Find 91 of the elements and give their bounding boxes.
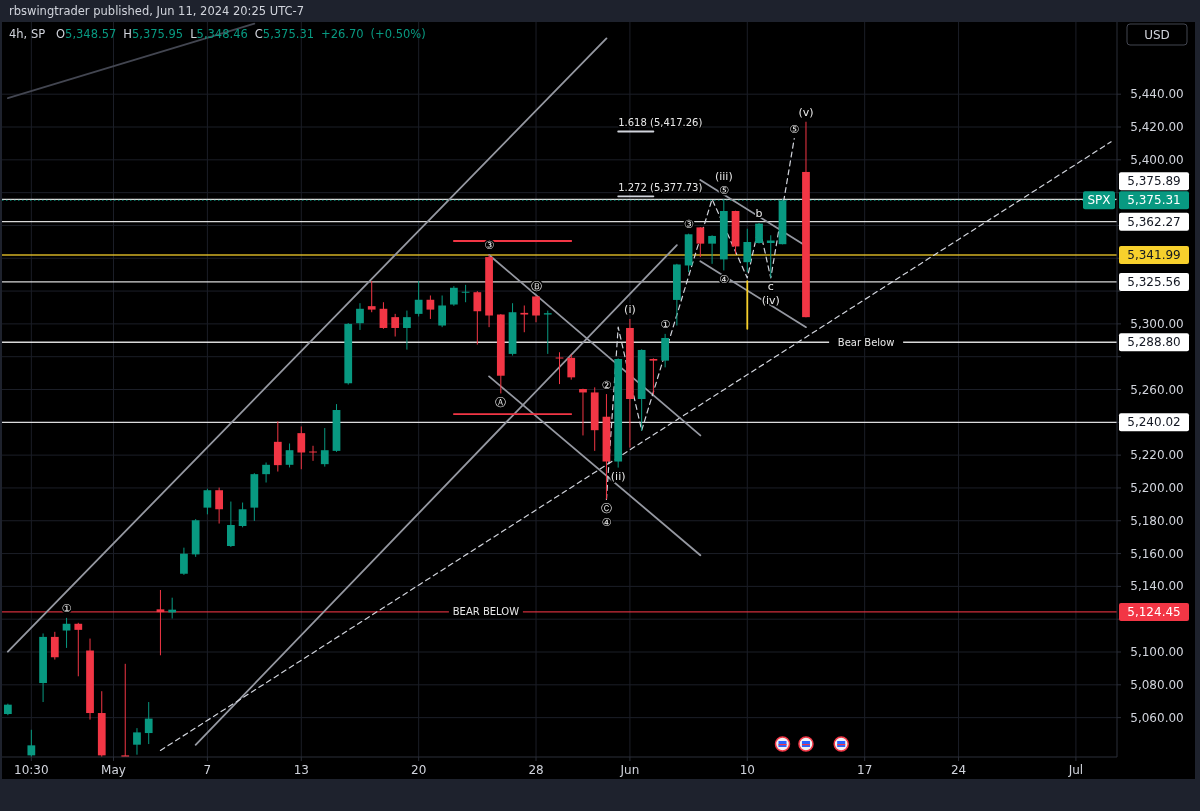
ref-line-label: 5,288.80: [1127, 335, 1181, 350]
candlestick: [74, 622, 83, 677]
y-tick-label: 5,200.00: [1130, 480, 1184, 495]
candlestick: [367, 280, 376, 313]
candlestick: [144, 701, 153, 745]
candlestick: [450, 285, 458, 307]
candlestick: [543, 310, 552, 355]
candlestick: [297, 425, 306, 470]
ref-line-label: 5,375.89: [1127, 174, 1181, 189]
y-tick-label: 5,260.00: [1130, 382, 1184, 397]
annotation: (i): [624, 303, 636, 317]
candlestick: [238, 502, 247, 528]
annotation: Ⓑ: [530, 280, 542, 294]
candlestick: [696, 226, 705, 258]
candlestick: [426, 294, 435, 320]
x-tick-label: May: [101, 763, 126, 777]
y-tick-label: 5,160.00: [1130, 546, 1184, 561]
candlestick: [391, 313, 400, 338]
ref-line-label: 5,325.56: [1127, 274, 1181, 289]
x-tick-label: 24: [950, 763, 967, 777]
annotation: ①: [660, 318, 671, 332]
text: SPX 5,375.31: [1087, 193, 1181, 208]
y-tick-label: 5,140.00: [1130, 579, 1184, 594]
candlestick: [473, 290, 482, 346]
candlestick: [27, 729, 36, 757]
candlestick: [320, 427, 329, 468]
text: rbswingtrader published, Jun 11, 2024 20:25 UTC-7: [9, 4, 305, 18]
candlestick: [62, 617, 71, 649]
annotation: ③: [484, 239, 495, 253]
candlestick: [285, 442, 294, 468]
candlestick: [227, 501, 235, 548]
candlestick: [50, 631, 59, 661]
x-tick-label: Jun: [619, 763, 640, 777]
candlestick: [438, 294, 446, 328]
y-tick-label: 5,180.00: [1130, 513, 1184, 528]
annotation: ④: [601, 515, 612, 529]
candlestick: [403, 310, 411, 351]
text: O5,348.57 H5,375.95 L5,348.46 C5,375.31 +26.70 (+0.50%): [56, 27, 426, 41]
y-tick-label: 5,080.00: [1130, 677, 1184, 692]
y-tick-label: 5,400.00: [1130, 152, 1184, 167]
text: USD: [1144, 27, 1170, 42]
y-tick-label: 5,060.00: [1130, 710, 1184, 725]
ref-line-label: 5,240.02: [1127, 415, 1181, 430]
x-tick-label: 10:30: [14, 763, 49, 777]
x-tick-label: Jul: [1067, 763, 1084, 777]
candlestick: [309, 445, 317, 462]
annotation: ③: [683, 218, 694, 232]
x-tick-label: 20: [411, 763, 427, 777]
candlestick: [215, 487, 223, 525]
candlestick: [133, 727, 141, 756]
y-tick-label: 5,100.00: [1130, 645, 1184, 659]
ref-line-label: 5,341.99: [1127, 247, 1181, 262]
x-tick-label: 17: [857, 763, 873, 777]
annotation: 1.618 (5,417.26): [618, 117, 703, 128]
candlestick: [356, 302, 364, 331]
y-tick-label: 5,440.00: [1130, 87, 1184, 102]
candlestick: [414, 280, 423, 317]
candlestick: [661, 333, 669, 368]
annotation: (ii): [610, 470, 626, 484]
annotation: Ⓐ: [495, 395, 507, 409]
annotation: (v): [798, 106, 814, 120]
candlestick: [203, 488, 212, 515]
ref-line-label: 5,362.27: [1127, 214, 1181, 229]
annotation: BEAR BELOW: [452, 606, 520, 618]
text: 4h, SP: [9, 27, 46, 41]
annotation: Bear Below: [837, 336, 895, 348]
annotation: ②: [601, 378, 612, 392]
x-tick-label: 10: [739, 763, 755, 777]
y-tick-label: 5,420.00: [1130, 120, 1184, 134]
candlestick: [273, 420, 282, 473]
candlestick: [649, 357, 658, 395]
annotation: (iii): [714, 169, 733, 183]
x-tick-label: 7: [203, 763, 212, 777]
y-tick-label: 5,220.00: [1130, 448, 1184, 463]
candlestick: [262, 462, 270, 484]
annotation: ⑤: [789, 122, 800, 136]
candlestick: [532, 295, 540, 323]
annotation: Ⓒ: [600, 501, 612, 515]
candlestick: [520, 305, 529, 333]
candlestick: [743, 228, 752, 273]
annotation: c: [767, 280, 774, 294]
annotation: (iv): [761, 294, 780, 308]
ref-line-label: 5,124.45: [1127, 604, 1181, 619]
annotation: ⑤: [718, 183, 729, 197]
annotation: 1.272 (5,377.73): [618, 181, 703, 193]
x-tick-label: 28: [528, 763, 544, 777]
candlestick: [180, 547, 188, 576]
x-tick-label: 13: [293, 763, 309, 777]
candlestick: [708, 234, 716, 265]
candlestick: [567, 354, 576, 381]
y-tick-label: 5,300.00: [1130, 316, 1184, 331]
